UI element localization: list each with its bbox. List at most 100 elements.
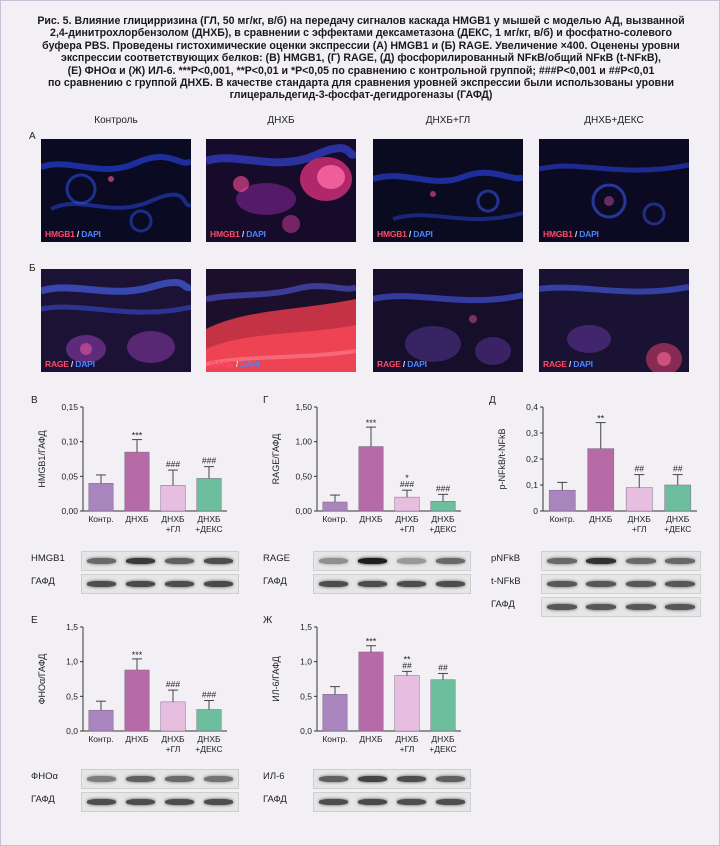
western-blot-hmgb1: HMGB1 ГАФД <box>31 549 241 605</box>
significance-label: ### <box>436 483 450 493</box>
blot-membrane <box>81 551 239 571</box>
caption-line: 2,4-динитрохлорбензолом (ДНХБ), в сравне… <box>50 27 672 40</box>
blot-band <box>625 604 656 610</box>
chart-il6: ИЛ-6/ГАФД0,00,51,01,5Контр.***ДНХБ##**ДН… <box>271 622 461 754</box>
bar <box>88 483 114 512</box>
blot-band <box>396 776 427 782</box>
y-tick-label: 0,0 <box>66 726 78 736</box>
x-tick-label: +ГЛ <box>400 744 415 754</box>
micrograph-image <box>41 269 191 372</box>
y-tick-label: 0,5 <box>300 691 312 701</box>
significance-label: *** <box>366 418 377 428</box>
bar <box>322 501 348 512</box>
significance-label: ### <box>166 679 180 689</box>
blot-row: t-NFkB <box>491 572 703 594</box>
y-tick-label: 0,3 <box>526 428 538 438</box>
bar <box>124 451 150 512</box>
significance-label: *** <box>366 637 377 647</box>
bar <box>625 487 653 512</box>
column-title-dnhb-deks: ДНХБ+ДЕКС <box>584 115 644 126</box>
blot-row: HMGB1 <box>31 549 241 571</box>
y-tick-label: 0,50 <box>295 471 312 481</box>
x-tick-label: ДНХБ <box>197 734 221 744</box>
bar <box>358 446 384 512</box>
blot-row: ИЛ-6 <box>263 767 473 789</box>
blot-band <box>203 558 234 564</box>
x-tick-label: ДНХБ <box>125 514 149 524</box>
x-tick-label: ДНХБ <box>395 734 419 744</box>
blot-band <box>665 558 696 564</box>
micrograph-label: HMGB1 / DAPI <box>543 229 599 239</box>
x-tick-label: Контр. <box>322 514 347 524</box>
caption-line: глицеральдегид-3-фосфат-дегидрогеназы (Г… <box>229 89 493 102</box>
blot-band <box>357 799 388 805</box>
micrograph-label: HMGB1 / DAPI <box>210 229 266 239</box>
y-tick-label: 0,00 <box>61 506 78 516</box>
blot-membrane <box>313 792 471 812</box>
x-tick-label: ДНХБ <box>431 514 455 524</box>
significance-label: ### <box>202 456 216 466</box>
bar <box>430 679 456 732</box>
panel-letter-g: Г <box>263 395 269 406</box>
x-tick-label: ДНХБ <box>359 734 383 744</box>
bar <box>322 694 348 732</box>
micrograph-label: HMGB1 / DAPI <box>377 229 433 239</box>
x-tick-label: ДНХБ <box>359 514 383 524</box>
y-axis-label: ФНОα/ГАФД <box>37 654 47 705</box>
significance-label: ## <box>673 464 683 474</box>
y-axis-label: p-NFkB/t-NFkB <box>497 428 507 489</box>
y-axis-label: RAGE/ГАФД <box>271 434 281 485</box>
western-blot-il6: ИЛ-6 ГАФД <box>263 767 473 823</box>
y-axis-label: ИЛ-6/ГАФД <box>271 656 281 702</box>
micrograph-image <box>539 139 689 242</box>
micrograph-hmgb1-dnhb-deks: HMGB1 / DAPI <box>539 139 689 242</box>
significance-label: ### <box>166 459 180 469</box>
micrograph-label: RAGE / DAPI <box>210 359 260 369</box>
y-tick-label: 1,5 <box>66 622 78 632</box>
bar <box>664 484 692 512</box>
x-tick-label: ДНХБ <box>161 514 185 524</box>
x-tick-label: +ГЛ <box>166 524 181 534</box>
x-tick-label: +ГЛ <box>400 524 415 534</box>
blot-band <box>586 581 617 587</box>
blot-band <box>435 776 466 782</box>
blot-membrane <box>81 792 239 812</box>
bar <box>196 478 222 512</box>
x-tick-label: ДНХБ <box>628 514 652 524</box>
blot-band <box>125 558 156 564</box>
blot-row: pNFkB <box>491 549 703 571</box>
y-tick-label: 1,5 <box>300 622 312 632</box>
chart-hmgb1: HMGB1/ГАФД 0,00 0,05 0,10 0,15 Контр. *** ДНХБ #… <box>37 402 227 534</box>
panel-letter-e: Е <box>31 615 38 626</box>
x-tick-label: Контр. <box>550 514 575 524</box>
bar <box>430 501 456 512</box>
bar <box>160 485 186 512</box>
blot-band <box>665 581 696 587</box>
y-axis-label: HMGB1/ГАФД <box>37 430 47 487</box>
micrograph-hmgb1-dnhb-gl: HMGB1 / DAPI <box>373 139 523 242</box>
micrograph-rage-dnhb-deks: RAGE / DAPI <box>539 269 689 372</box>
micrograph-image <box>41 139 191 242</box>
micrograph-hmgb1-dnhb: HMGB1 / DAPI <box>206 139 356 242</box>
caption-line: по сравнению с группой ДНХБ. В качестве … <box>48 77 674 90</box>
micrograph-rage-dnhb-gl: RAGE / DAPI <box>373 269 523 372</box>
blot-band <box>125 581 156 587</box>
y-tick-label: 0,5 <box>66 691 78 701</box>
bar <box>124 669 150 732</box>
blot-band-label: ГАФД <box>31 576 55 587</box>
blot-band <box>125 776 156 782</box>
x-tick-label: Контр. <box>88 514 113 524</box>
blot-band <box>203 581 234 587</box>
x-tick-label: Контр. <box>88 734 113 744</box>
x-tick-label: Контр. <box>322 734 347 744</box>
blot-band <box>357 776 388 782</box>
column-title-dnhb: ДНХБ <box>267 115 295 126</box>
x-tick-label: +ДЕКС <box>195 524 222 534</box>
x-tick-label: +ГЛ <box>632 524 647 534</box>
bar <box>358 651 384 732</box>
y-tick-label: 0,15 <box>61 402 78 412</box>
blot-band <box>164 776 195 782</box>
y-tick-label: 0,00 <box>295 506 312 516</box>
y-tick-label: 1,00 <box>295 437 312 447</box>
